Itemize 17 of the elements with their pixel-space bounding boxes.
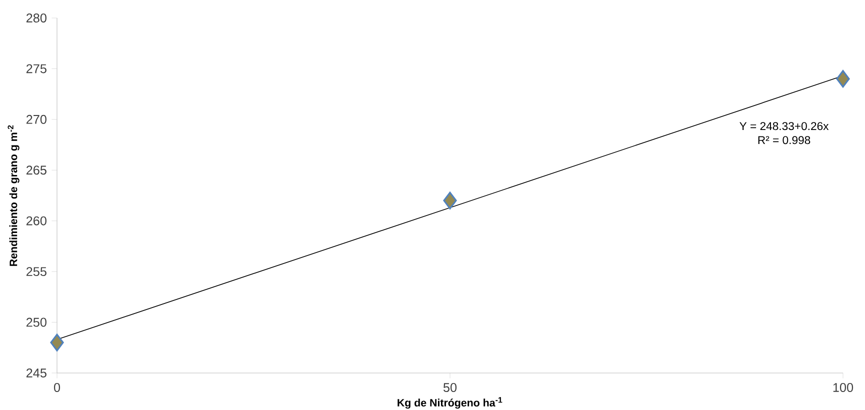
y-tick-label: 245 (26, 368, 46, 378)
y-tick-label: 280 (26, 14, 46, 22)
y-tick-label: 260 (26, 216, 46, 226)
x-tick-label: 50 (443, 383, 457, 392)
point (50, 334, 64, 352)
point (443, 192, 457, 210)
x-tick-label: 0 (54, 383, 60, 392)
y-tick-label: 270 (26, 114, 46, 124)
y-tick-label: 275 (26, 64, 46, 74)
annotation: R² = 0.998 (758, 136, 810, 144)
y-tick-label: 265 (26, 166, 46, 175)
y-tick-label: 250 (26, 318, 46, 327)
y-tick-label: 255 (26, 267, 46, 276)
x-tick-label: 100 (833, 383, 854, 392)
x-axis-title: Kg de Nitrógeno ha$^{-1}$ (398, 397, 502, 409)
annotation: Y = 248.33+0.26x (740, 122, 829, 130)
y-axis-title: Rendimiento de grano g m$^{-2}$ (8, 125, 20, 266)
